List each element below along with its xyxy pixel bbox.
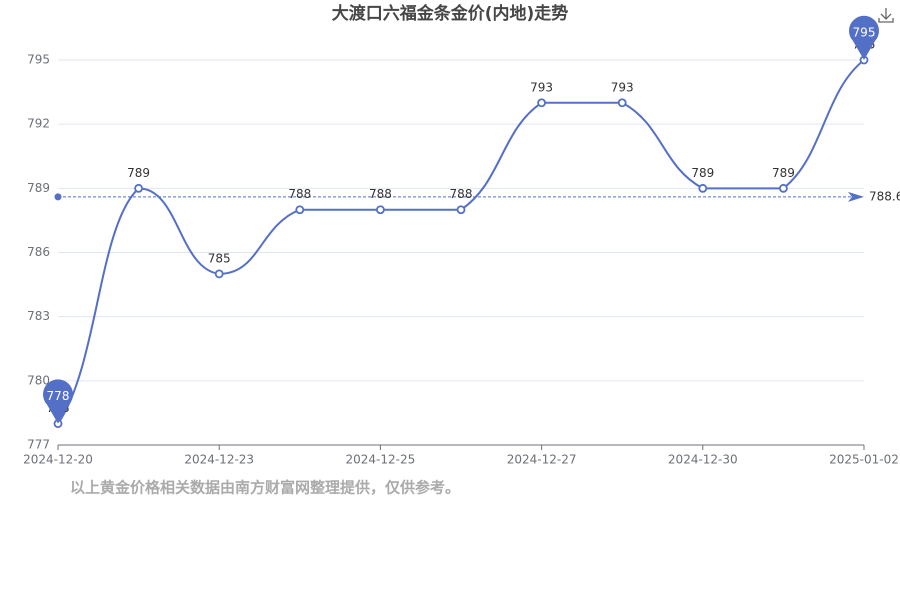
average-start <box>54 193 62 201</box>
footnote: 以上黄金价格相关数据由南方财富网整理提供，仅供参考。 <box>70 479 460 497</box>
average-arrow <box>848 191 864 202</box>
data-label: 788 <box>288 187 311 201</box>
x-tick-label: 2024-12-20 <box>23 453 93 467</box>
y-tick-label: 777 <box>27 438 50 452</box>
data-label: 788 <box>450 187 473 201</box>
data-label: 789 <box>772 166 795 180</box>
data-label: 789 <box>691 166 714 180</box>
data-label: 793 <box>530 80 553 94</box>
data-point <box>375 205 385 215</box>
y-tick-label: 786 <box>27 245 50 259</box>
average-label: 788.6 <box>869 189 900 203</box>
y-tick-label: 795 <box>27 53 50 67</box>
data-point <box>134 183 144 193</box>
data-point <box>779 183 788 193</box>
x-tick-label: 2024-12-23 <box>184 453 254 467</box>
data-label: 785 <box>208 251 231 265</box>
x-tick-label: 2024-12-27 <box>507 453 577 467</box>
mark-pin <box>43 379 73 424</box>
download-icon[interactable] <box>878 8 894 23</box>
x-tick-label: 2024-12-25 <box>346 453 416 467</box>
data-label: 789 <box>127 166 150 180</box>
y-tick-label: 792 <box>27 117 50 131</box>
data-point <box>537 98 546 108</box>
mark-pin-label: 795 <box>853 26 876 40</box>
series-line <box>57 59 865 425</box>
x-tick-label: 2024-12-30 <box>668 453 738 467</box>
y-tick-label: 780 <box>27 373 50 387</box>
chart-title: 大渡口六福金条金价(内地)走势 <box>332 3 569 24</box>
data-point <box>456 205 466 215</box>
mark-pin <box>849 15 879 60</box>
data-label: 793 <box>611 80 634 94</box>
data-point <box>214 269 224 279</box>
x-tick-label: 2025-01-02 <box>829 453 899 467</box>
data-label: 788 <box>369 187 392 201</box>
y-tick-label: 783 <box>27 309 50 323</box>
mark-pin-label: 778 <box>47 389 70 403</box>
y-tick-label: 789 <box>27 181 50 195</box>
data-point <box>295 205 305 215</box>
data-point <box>617 98 627 108</box>
data-point <box>698 183 708 193</box>
